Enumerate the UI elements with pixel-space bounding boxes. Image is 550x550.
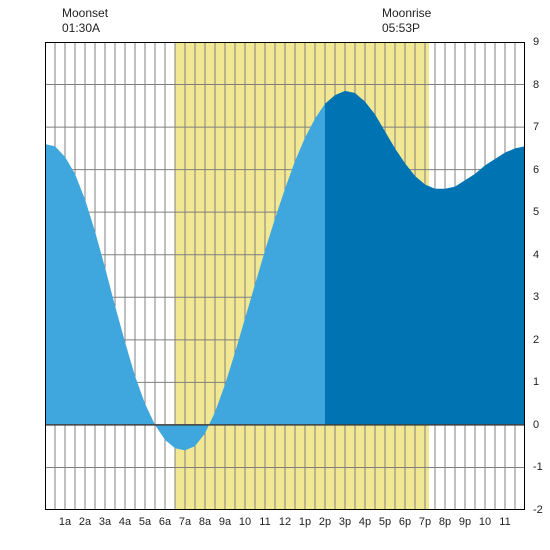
x-tick-label: 10 — [479, 516, 491, 528]
x-tick-label: 6p — [399, 516, 411, 528]
x-tick-label: 11 — [499, 516, 510, 528]
x-tick-label: 7p — [419, 516, 431, 528]
x-tick-label: 2a — [79, 516, 91, 528]
x-tick-label: 9p — [459, 516, 471, 528]
x-tick-label: 2p — [319, 516, 331, 528]
x-tick-label: 9a — [219, 516, 231, 528]
moonrise-annotation: Moonrise 05:53P — [382, 6, 431, 36]
moonrise-label: Moonrise — [382, 6, 431, 20]
x-tick-label: 7a — [179, 516, 191, 528]
y-tick-label: 6 — [533, 164, 539, 176]
y-tick-label: 1 — [533, 376, 539, 388]
moonrise-time: 05:53P — [382, 21, 420, 35]
moonset-annotation: Moonset 01:30A — [62, 6, 108, 36]
x-tick-label: 5a — [139, 516, 151, 528]
x-tick-label: 5p — [379, 516, 391, 528]
x-tick-label: 4p — [359, 516, 371, 528]
y-tick-label: 2 — [533, 334, 539, 346]
y-tick-label: 8 — [533, 79, 539, 91]
x-tick-label: 11 — [259, 516, 270, 528]
y-tick-label: -1 — [533, 461, 543, 473]
y-tick-label: 4 — [533, 249, 539, 261]
y-tick-label: 9 — [533, 36, 539, 48]
y-tick-label: 5 — [533, 206, 539, 218]
x-tick-label: 3a — [99, 516, 111, 528]
x-tick-label: 1p — [299, 516, 311, 528]
x-tick-label: 12 — [279, 516, 291, 528]
x-tick-label: 3p — [339, 516, 351, 528]
plot-area — [45, 42, 525, 510]
x-tick-label: 4a — [119, 516, 131, 528]
x-tick-label: 8p — [439, 516, 451, 528]
y-tick-label: -2 — [533, 504, 543, 516]
x-tick-label: 1a — [59, 516, 71, 528]
x-tick-label: 6a — [159, 516, 171, 528]
tide-chart: Moonset 01:30A Moonrise 05:53P 1a 2a 3a 4a 5… — [0, 0, 550, 550]
x-tick-label: 8a — [199, 516, 211, 528]
y-tick-label: 7 — [533, 121, 539, 133]
x-tick-label: 10 — [239, 516, 251, 528]
y-tick-label: 0 — [533, 419, 539, 431]
y-tick-label: 3 — [533, 291, 539, 303]
moonset-label: Moonset — [62, 6, 108, 20]
moonset-time: 01:30A — [62, 21, 100, 35]
